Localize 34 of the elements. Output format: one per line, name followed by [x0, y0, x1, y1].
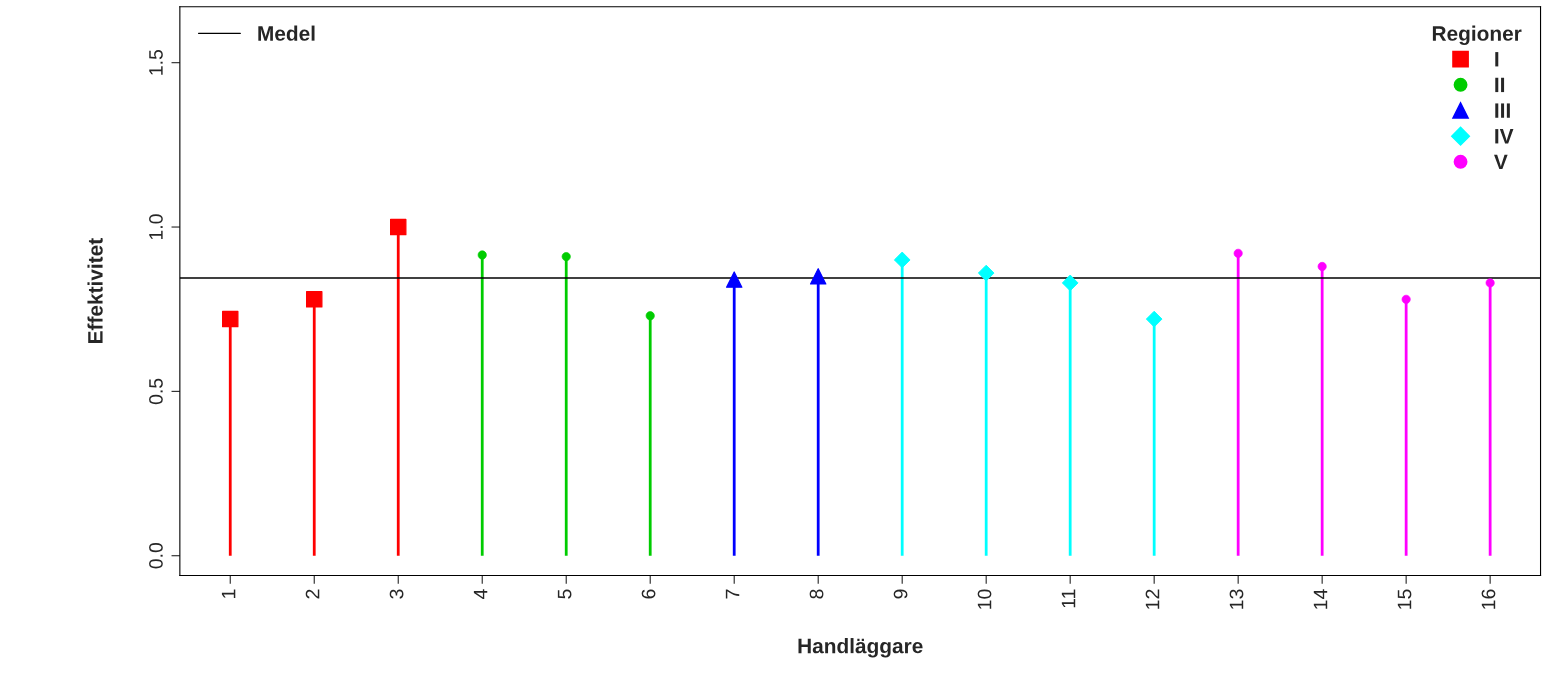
point [306, 291, 323, 308]
x-tick-label: 6 [641, 589, 656, 599]
x-tick-label: 3 [389, 589, 404, 599]
y-tick-label: 0.5 [149, 378, 163, 405]
x-tick-label: 12 [1145, 589, 1160, 609]
legend-label: II [1495, 77, 1505, 93]
point [222, 310, 239, 328]
x-tick-label: 16 [1481, 589, 1496, 609]
x-tick-label: 7 [725, 589, 740, 599]
x-tick-label: 13 [1229, 589, 1244, 609]
legend-label: V [1494, 154, 1508, 170]
legend-label: I [1495, 52, 1499, 67]
y-axis-title: Effektivitet [87, 238, 103, 343]
y-tick-label: 1.5 [149, 49, 163, 75]
y-tick-label: 0.0 [149, 542, 163, 569]
legend-label: III [1495, 103, 1510, 118]
x-tick-label: 1 [221, 589, 236, 598]
x-tick-label: 15 [1397, 589, 1412, 609]
point [389, 218, 407, 236]
y-tick-label: 1.0 [149, 214, 163, 240]
x-tick-label: 4 [473, 589, 488, 600]
point [725, 271, 743, 288]
x-tick-label: 5 [557, 589, 572, 599]
x-tick-label: 9 [893, 589, 908, 599]
legend-title: Regioner [1432, 25, 1522, 46]
legend-label: IV [1495, 129, 1514, 144]
x-tick-label: 8 [809, 589, 824, 599]
point [809, 268, 827, 285]
x-axis-title: Handläggare [798, 638, 923, 658]
x-tick-label: 14 [1313, 589, 1328, 609]
legend-label: Medel [258, 25, 315, 41]
x-tick-label: 10 [977, 589, 992, 609]
x-tick-label: 11 [1061, 589, 1076, 608]
x-tick-label: 2 [305, 589, 320, 599]
